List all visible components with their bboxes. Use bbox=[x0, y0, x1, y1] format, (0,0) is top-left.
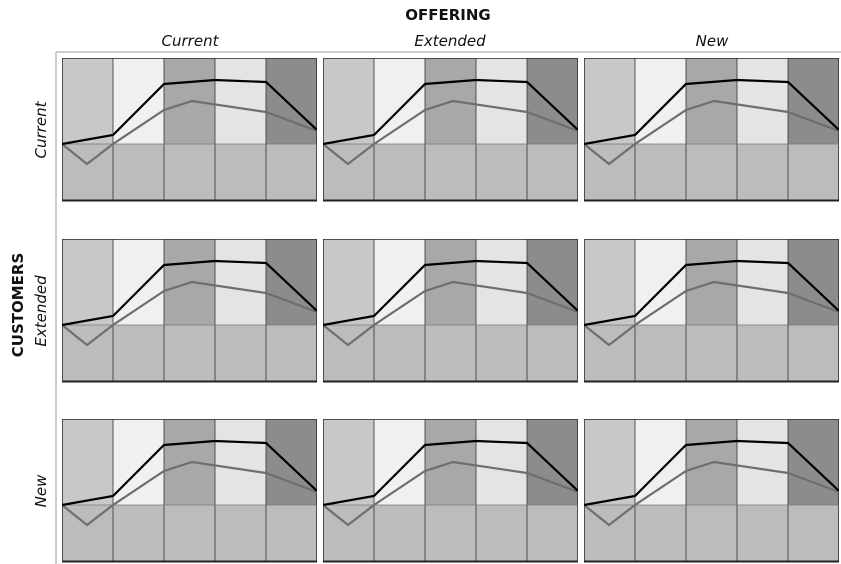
panel bbox=[323, 239, 578, 383]
column-label: Current bbox=[162, 32, 220, 50]
panel bbox=[323, 58, 578, 202]
column-label: New bbox=[696, 32, 729, 50]
panel bbox=[62, 58, 317, 202]
row-label: Current bbox=[32, 100, 50, 158]
panel bbox=[62, 239, 317, 383]
panel bbox=[62, 419, 317, 563]
row-label: New bbox=[32, 474, 50, 507]
row-label: Extended bbox=[32, 275, 50, 347]
panel bbox=[323, 419, 578, 563]
panel bbox=[584, 58, 839, 202]
panel bbox=[584, 239, 839, 383]
column-label: Extended bbox=[414, 32, 486, 50]
panel bbox=[584, 419, 839, 563]
offering-title: OFFERING bbox=[405, 6, 491, 24]
customers-title: CUSTOMERS bbox=[9, 253, 27, 358]
